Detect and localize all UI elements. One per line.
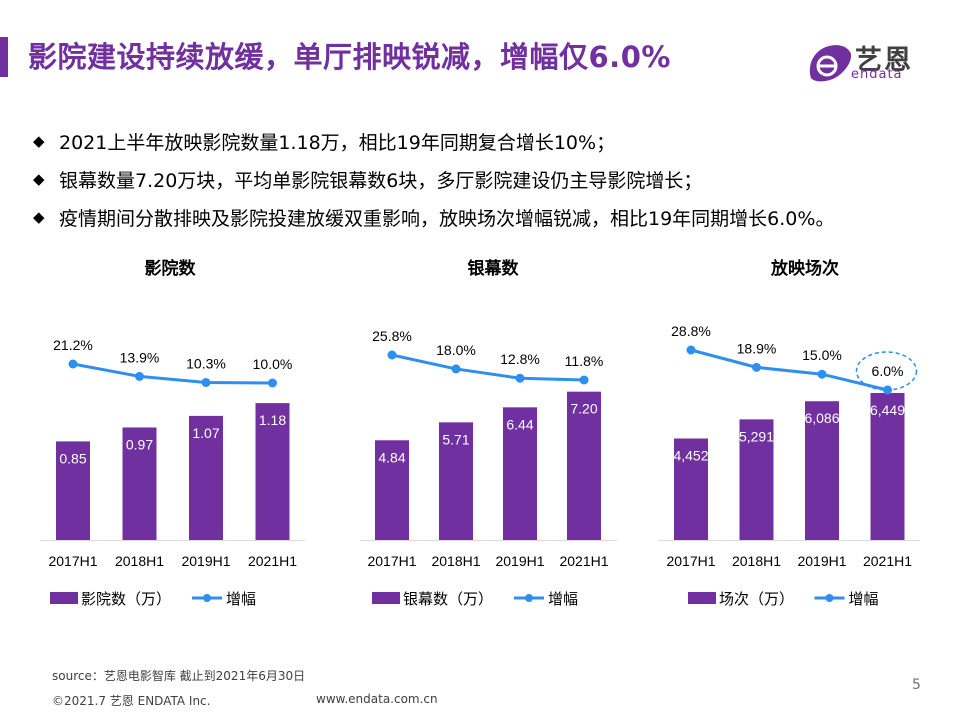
legend-line-label: 增幅 [226, 590, 256, 608]
bullet-item: ◆ 疫情期间分散排映及影院投建放缓双重影响，放映场次增幅锐减，相比19年同期增长… [33, 198, 834, 236]
bar [503, 407, 537, 540]
title-accent-bar [0, 37, 8, 77]
bar [56, 441, 90, 540]
x-tick-label: 2018H1 [431, 553, 480, 569]
growth-point [451, 364, 461, 374]
growth-label: 15.0% [802, 347, 842, 363]
growth-point [752, 362, 761, 372]
bullet-text: 2021上半年放映影院数量1.18万，相比19年同期复合增长10%； [59, 131, 616, 154]
bar [122, 427, 157, 540]
x-tick-label: 2021H1 [559, 553, 608, 569]
x-tick-label: 2019H1 [797, 553, 846, 569]
legend-bar-label: 场次（万） [719, 590, 794, 608]
growth-line [391, 353, 585, 382]
x-tick-label: 2017H1 [666, 553, 715, 569]
legend-bar-swatch [372, 592, 400, 604]
x-tick-label: 2017H1 [48, 553, 97, 569]
logo-text-en: endata [851, 67, 903, 82]
bar [255, 403, 290, 540]
logo-text-cn: 艺恩 [855, 45, 913, 76]
x-tick-label: 2021H1 [863, 553, 912, 569]
growth-label: 28.8% [671, 323, 711, 339]
x-tick-label: 2019H1 [181, 553, 230, 569]
growth-label: 12.8% [500, 351, 540, 367]
bullet-item: ◆ 2021上半年放映影院数量1.18万，相比19年同期复合增长10%； [33, 122, 834, 160]
bar-value-label: 6.44 [506, 416, 533, 432]
bar-value-label: 4,452 [673, 447, 708, 463]
growth-point [686, 345, 696, 355]
chart-title-screenings: 放映场次 [771, 259, 839, 279]
legend-line-label: 增幅 [548, 590, 578, 608]
page-title: 影院建设持续放缓，单厅排映锐减，增幅仅6.0% [28, 40, 671, 74]
x-tick-label: 2017H1 [367, 553, 416, 569]
legend-line-marker [825, 594, 834, 602]
growth-line [690, 348, 888, 392]
legend-line-marker [203, 594, 211, 602]
footer-url[interactable]: www.endata.com.cn [316, 692, 438, 706]
growth-point [201, 377, 211, 387]
bar-value-label: 6,449 [870, 402, 905, 418]
bar-value-label: 1.18 [259, 412, 286, 428]
bar [189, 415, 223, 540]
bar-value-label: 5,291 [739, 428, 774, 444]
bar-value-label: 6,086 [804, 410, 839, 426]
growth-line [72, 362, 273, 385]
legend-line-label: 增幅 [849, 590, 879, 608]
growth-point [579, 375, 589, 385]
growth-point [515, 373, 525, 383]
legend-bar-label: 银幕数（万） [403, 590, 493, 608]
bar-value-label: 5.71 [442, 431, 469, 447]
bar [674, 438, 708, 540]
bar-value-label: 0.85 [59, 450, 86, 466]
bullet-list: ◆ 2021上半年放映影院数量1.18万，相比19年同期复合增长10%； ◆ 银… [33, 122, 834, 236]
bar [375, 440, 409, 540]
growth-point [387, 350, 397, 360]
growth-label: 6.0% [872, 363, 904, 379]
growth-label: 18.0% [436, 342, 476, 358]
x-tick-label: 2018H1 [115, 553, 164, 569]
diamond-bullet-icon: ◆ [33, 208, 45, 226]
legend-bar-swatch [688, 592, 716, 604]
bullet-item: ◆ 银幕数量7.20万块，平均单影院银幕数6块，多厅影院建设仍主导影院增长； [33, 160, 834, 198]
bar-value-label: 4.84 [378, 449, 405, 465]
growth-point [268, 378, 277, 388]
bar-value-label: 7.20 [570, 401, 597, 417]
legend-bar-swatch [50, 592, 78, 604]
bar [567, 391, 601, 540]
page-number: 5 [912, 677, 921, 693]
chart-title-screens: 银幕数 [467, 259, 519, 279]
growth-label: 13.9% [120, 349, 160, 365]
bar [739, 419, 774, 540]
growth-label: 11.8% [565, 353, 604, 369]
growth-point [817, 369, 827, 379]
x-tick-label: 2018H1 [732, 553, 781, 569]
legend-bar-label: 影院数（万） [81, 590, 171, 608]
growth-label: 21.2% [53, 337, 93, 353]
growth-label: 18.9% [737, 340, 777, 356]
bar [439, 422, 473, 540]
x-tick-label: 2019H1 [495, 553, 544, 569]
bar [870, 392, 905, 540]
legend-line-marker [525, 594, 533, 602]
bullet-text: 银幕数量7.20万块，平均单影院银幕数6块，多厅影院建设仍主导影院增长； [59, 169, 703, 192]
endata-logo: 艺恩 endata [805, 40, 930, 86]
growth-label: 25.8% [372, 328, 412, 344]
diamond-bullet-icon: ◆ [33, 170, 45, 188]
bar-value-label: 1.07 [192, 425, 219, 441]
highlight-circle [855, 351, 918, 391]
growth-label: 10.0% [253, 356, 293, 372]
diamond-bullet-icon: ◆ [33, 132, 45, 150]
footer-copyright: ©2021.7 艺恩 ENDATA Inc. [52, 694, 211, 708]
bar-value-label: 0.97 [126, 436, 153, 452]
x-tick-label: 2021H1 [248, 553, 297, 569]
growth-point [135, 371, 144, 381]
logo-e-icon [809, 45, 852, 82]
bullet-text: 疫情期间分散排映及影院投建放缓双重影响，放映场次增幅锐减，相比19年同期增长6.… [59, 207, 835, 230]
bar [805, 401, 839, 540]
chart-title-cinemas: 影院数 [144, 259, 196, 279]
growth-point [68, 359, 78, 369]
growth-label: 10.3% [186, 355, 226, 371]
footer-source: source：艺恩电影智库 截止到2021年6月30日 [52, 669, 306, 683]
